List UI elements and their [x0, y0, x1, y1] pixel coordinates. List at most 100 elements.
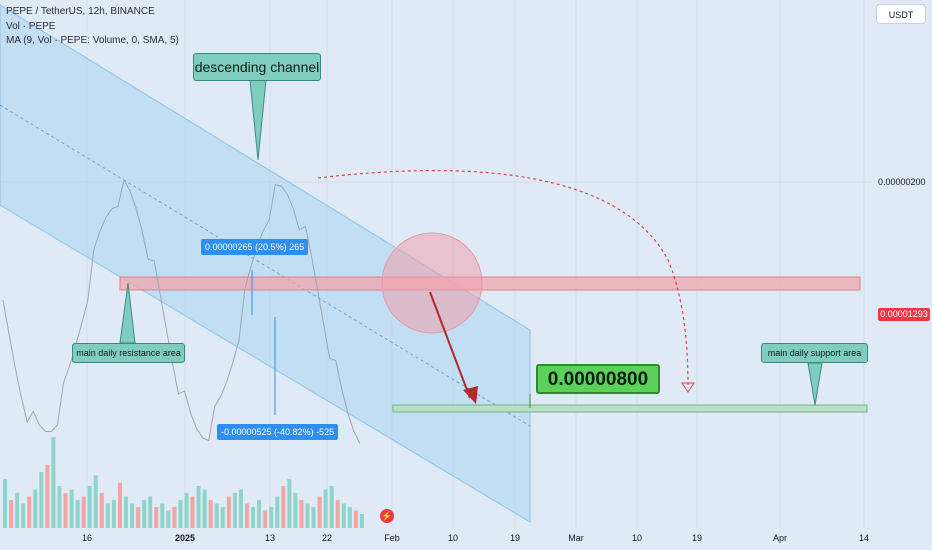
volume-bar	[226, 496, 231, 528]
volume-bar	[93, 475, 98, 528]
x-tick-label: Apr	[773, 533, 787, 543]
volume-bar	[196, 486, 201, 528]
volume-bar	[287, 479, 292, 528]
ma-legend[interactable]: MA (9, Vol · PEPE: Volume, 0, SMA, 5)	[6, 35, 179, 46]
volume-bar	[39, 472, 44, 528]
volume-bar	[263, 510, 268, 528]
currency-button[interactable]: USDT	[876, 4, 926, 24]
target-price-label[interactable]: 0.00000800	[536, 364, 660, 394]
y-tick-label: 0.00000200	[878, 177, 926, 187]
volume-bar	[275, 496, 280, 528]
volume-bar	[27, 496, 32, 528]
resistance-band	[119, 276, 861, 291]
volume-bar	[245, 503, 249, 528]
x-tick-label: 13	[265, 533, 275, 543]
support-callout[interactable]: main daily support area	[761, 343, 868, 363]
volume-bar	[269, 507, 274, 528]
volume-bar	[81, 496, 86, 528]
volume-bar	[238, 489, 243, 528]
volume-bar	[51, 437, 56, 528]
lightning-icon[interactable]: ⚡	[380, 509, 394, 523]
volume-bar	[172, 507, 177, 528]
volume-bar	[359, 514, 364, 528]
volume-bar	[33, 489, 38, 528]
volume-bar	[220, 507, 225, 528]
volume-bar	[208, 500, 213, 528]
volume-bar	[111, 500, 116, 528]
volume-bar	[293, 493, 298, 528]
x-tick-label: Mar	[568, 533, 584, 543]
volume-bar	[105, 503, 110, 528]
x-tick-label: 14	[859, 533, 869, 543]
volume-bar	[142, 500, 147, 528]
x-tick-label: 19	[510, 533, 520, 543]
volume-bar	[9, 500, 14, 528]
volume-bar	[63, 493, 68, 528]
volume-bar	[257, 500, 262, 528]
x-tick-label: 10	[632, 533, 642, 543]
volume-bar	[69, 489, 74, 528]
measure-up-value: 0.00000265 (20.5	[205, 242, 276, 252]
resistance-callout[interactable]: main daily resistance area	[72, 343, 185, 363]
measure-down-label[interactable]: -0.00000525 (-40.82%) -525	[217, 424, 339, 440]
current-price-label: 0.00001293	[878, 308, 930, 321]
volume-bar	[21, 503, 26, 528]
volume-bar	[148, 496, 153, 528]
volume-bar	[317, 496, 322, 528]
measure-up-tail: %) 265	[275, 242, 305, 252]
x-tick-label: 10	[448, 533, 458, 543]
x-tick-label: 22	[322, 533, 332, 543]
volume-bar	[251, 507, 256, 528]
measure-up-label[interactable]: 0.00000265 (20.5%) 265	[201, 239, 309, 255]
volume-bar	[323, 489, 328, 528]
volume-bar	[57, 486, 62, 528]
volume-bar	[232, 493, 237, 528]
volume-bar	[178, 500, 183, 528]
volume-bar	[202, 489, 207, 528]
volume-bar	[311, 507, 316, 528]
volume-bar	[154, 507, 159, 528]
volume-bar	[341, 503, 346, 528]
volume-bar	[305, 503, 310, 528]
symbol-legend[interactable]: PEPE / TetherUS, 12h, BINANCE	[6, 6, 155, 17]
x-tick-label: Feb	[384, 533, 400, 543]
volume-bar	[130, 503, 135, 528]
volume-bar	[299, 500, 304, 528]
forecast-arrow-head	[463, 386, 478, 404]
forecast-arrow	[429, 291, 471, 399]
volume-bar	[160, 503, 165, 528]
volume-bar	[214, 503, 219, 528]
highlight-circle	[381, 232, 483, 334]
volume-bar	[184, 493, 189, 528]
volume-bar	[136, 507, 141, 528]
volume-bar	[3, 479, 7, 528]
projection-curve-head	[681, 382, 695, 393]
descending-channel	[0, 4, 531, 523]
volume-bar	[335, 500, 340, 528]
x-tick-label: 19	[692, 533, 702, 543]
volume-bar	[190, 496, 195, 528]
x-tick-label: 16	[82, 533, 92, 543]
x-tick-label: 2025	[175, 533, 195, 543]
volume-ma-line	[2, 178, 361, 444]
projection-curve	[317, 170, 689, 386]
volume-bar	[99, 493, 104, 528]
volume-bar	[15, 493, 20, 528]
volume-bar	[75, 500, 80, 528]
volume-bar	[347, 507, 352, 528]
volume-legend[interactable]: Vol · PEPE	[6, 21, 56, 32]
volume-bar	[329, 486, 334, 528]
channel-midline	[0, 104, 531, 427]
support-band	[392, 404, 868, 413]
volume-bar	[281, 486, 286, 528]
volume-bar	[166, 510, 171, 528]
descending-channel-callout[interactable]: descending channel	[193, 53, 321, 81]
volume-bar	[117, 482, 122, 528]
volume-bar	[124, 496, 128, 528]
volume-bar	[353, 510, 358, 528]
volume-bar	[87, 486, 92, 528]
volume-bar	[45, 465, 50, 528]
callout-pointer-support	[807, 362, 823, 406]
